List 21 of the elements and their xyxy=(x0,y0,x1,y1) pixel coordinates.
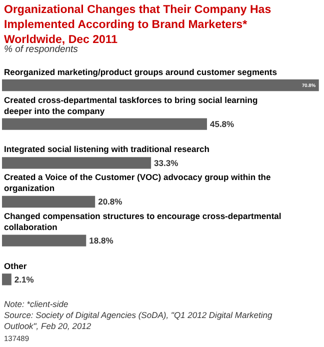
y-tick-label: Integrated social listening with traditional research xyxy=(4,144,210,154)
source-note: Source: Society of Digital Agencies (SoDA), "Q1 2012 Digital Marketing Outlook", Feb 20, 2012 xyxy=(4,310,272,332)
data-label: 20.8% xyxy=(98,196,123,207)
y-tick-label: Reorganized marketing/product groups around customer segments xyxy=(4,67,278,77)
data-label: 2.1% xyxy=(14,274,34,284)
y-tick-label: Changed compensation structures to encourage cross-departmental collaboration xyxy=(4,211,282,232)
bar xyxy=(2,79,319,92)
chart-title: Organizational Changes that Their Company Has Implemented According to Brand Marketers* Worldwide, Dec 2011 xyxy=(4,4,272,46)
chart-subtitle: % of respondents xyxy=(4,44,78,55)
bar xyxy=(2,157,152,169)
bar xyxy=(2,196,96,208)
data-label: 33.3% xyxy=(154,158,179,168)
bar xyxy=(2,118,207,130)
y-tick-label: Created cross-departmental taskforces to bring social learning deeper into the company xyxy=(4,95,258,116)
text: Note: *client-side xyxy=(4,299,69,309)
y-tick-label: Other xyxy=(4,261,28,271)
bar xyxy=(2,274,12,286)
data-label: 18.8% xyxy=(89,236,114,246)
y-tick-label: Created a Voice of the Customer (VOC) advocacy group within the organization xyxy=(4,172,271,194)
data-label: 45.8% xyxy=(210,119,235,130)
bar xyxy=(2,234,86,246)
